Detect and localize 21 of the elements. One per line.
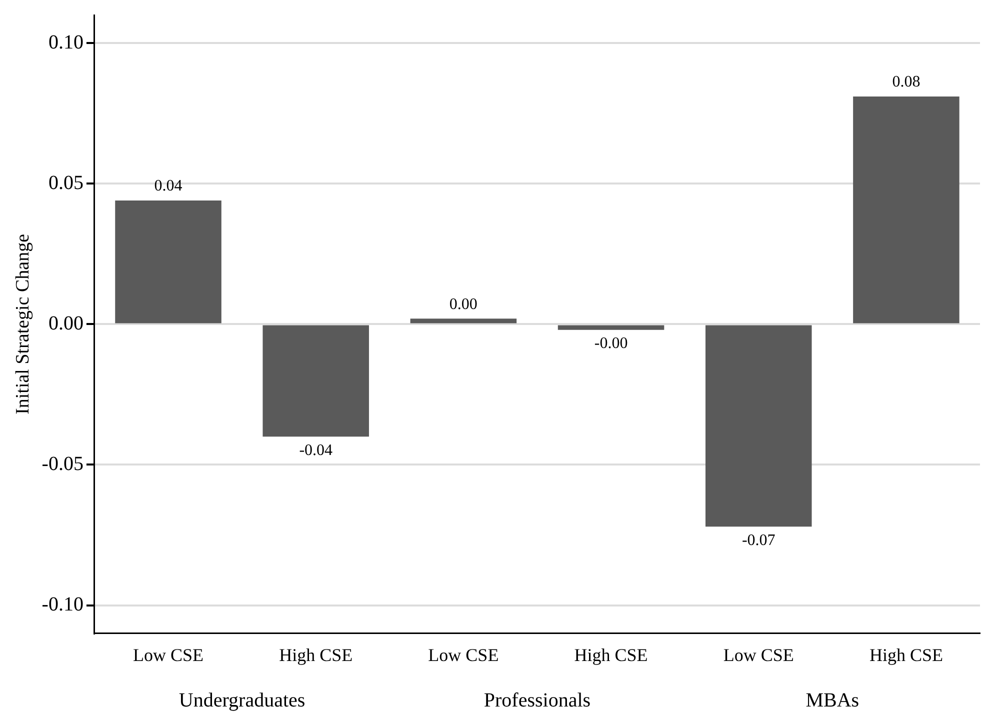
text: Professionals — [484, 689, 591, 712]
data-label: 0.08 — [892, 74, 920, 91]
data-label: 0.04 — [154, 178, 182, 195]
y-tick-label: 0.05 — [48, 172, 84, 194]
text: Undergraduates — [178, 689, 306, 712]
data-label: -0.00 — [594, 335, 628, 352]
y-axis-title: Initial Strategic Change — [12, 234, 34, 414]
y-tick-label: 0.00 — [48, 312, 84, 334]
x-tick-label: High CSE — [574, 644, 648, 665]
x-tick-label: High CSE — [279, 644, 353, 665]
x-tick-label: High CSE — [869, 644, 943, 665]
y-tick-label: -0.05 — [42, 452, 84, 475]
x-tick-label: Low CSE — [132, 644, 204, 665]
x-tick-label: Low CSE — [723, 644, 794, 665]
y-tick-label: -0.10 — [42, 594, 84, 616]
x-tick-label: Low CSE — [428, 644, 499, 665]
data-label: 0.00 — [449, 296, 478, 313]
data-label: -0.04 — [299, 442, 333, 459]
y-tick-label: 0.10 — [48, 31, 84, 54]
data-label: -0.07 — [742, 532, 776, 549]
text: MBAs — [806, 689, 860, 712]
